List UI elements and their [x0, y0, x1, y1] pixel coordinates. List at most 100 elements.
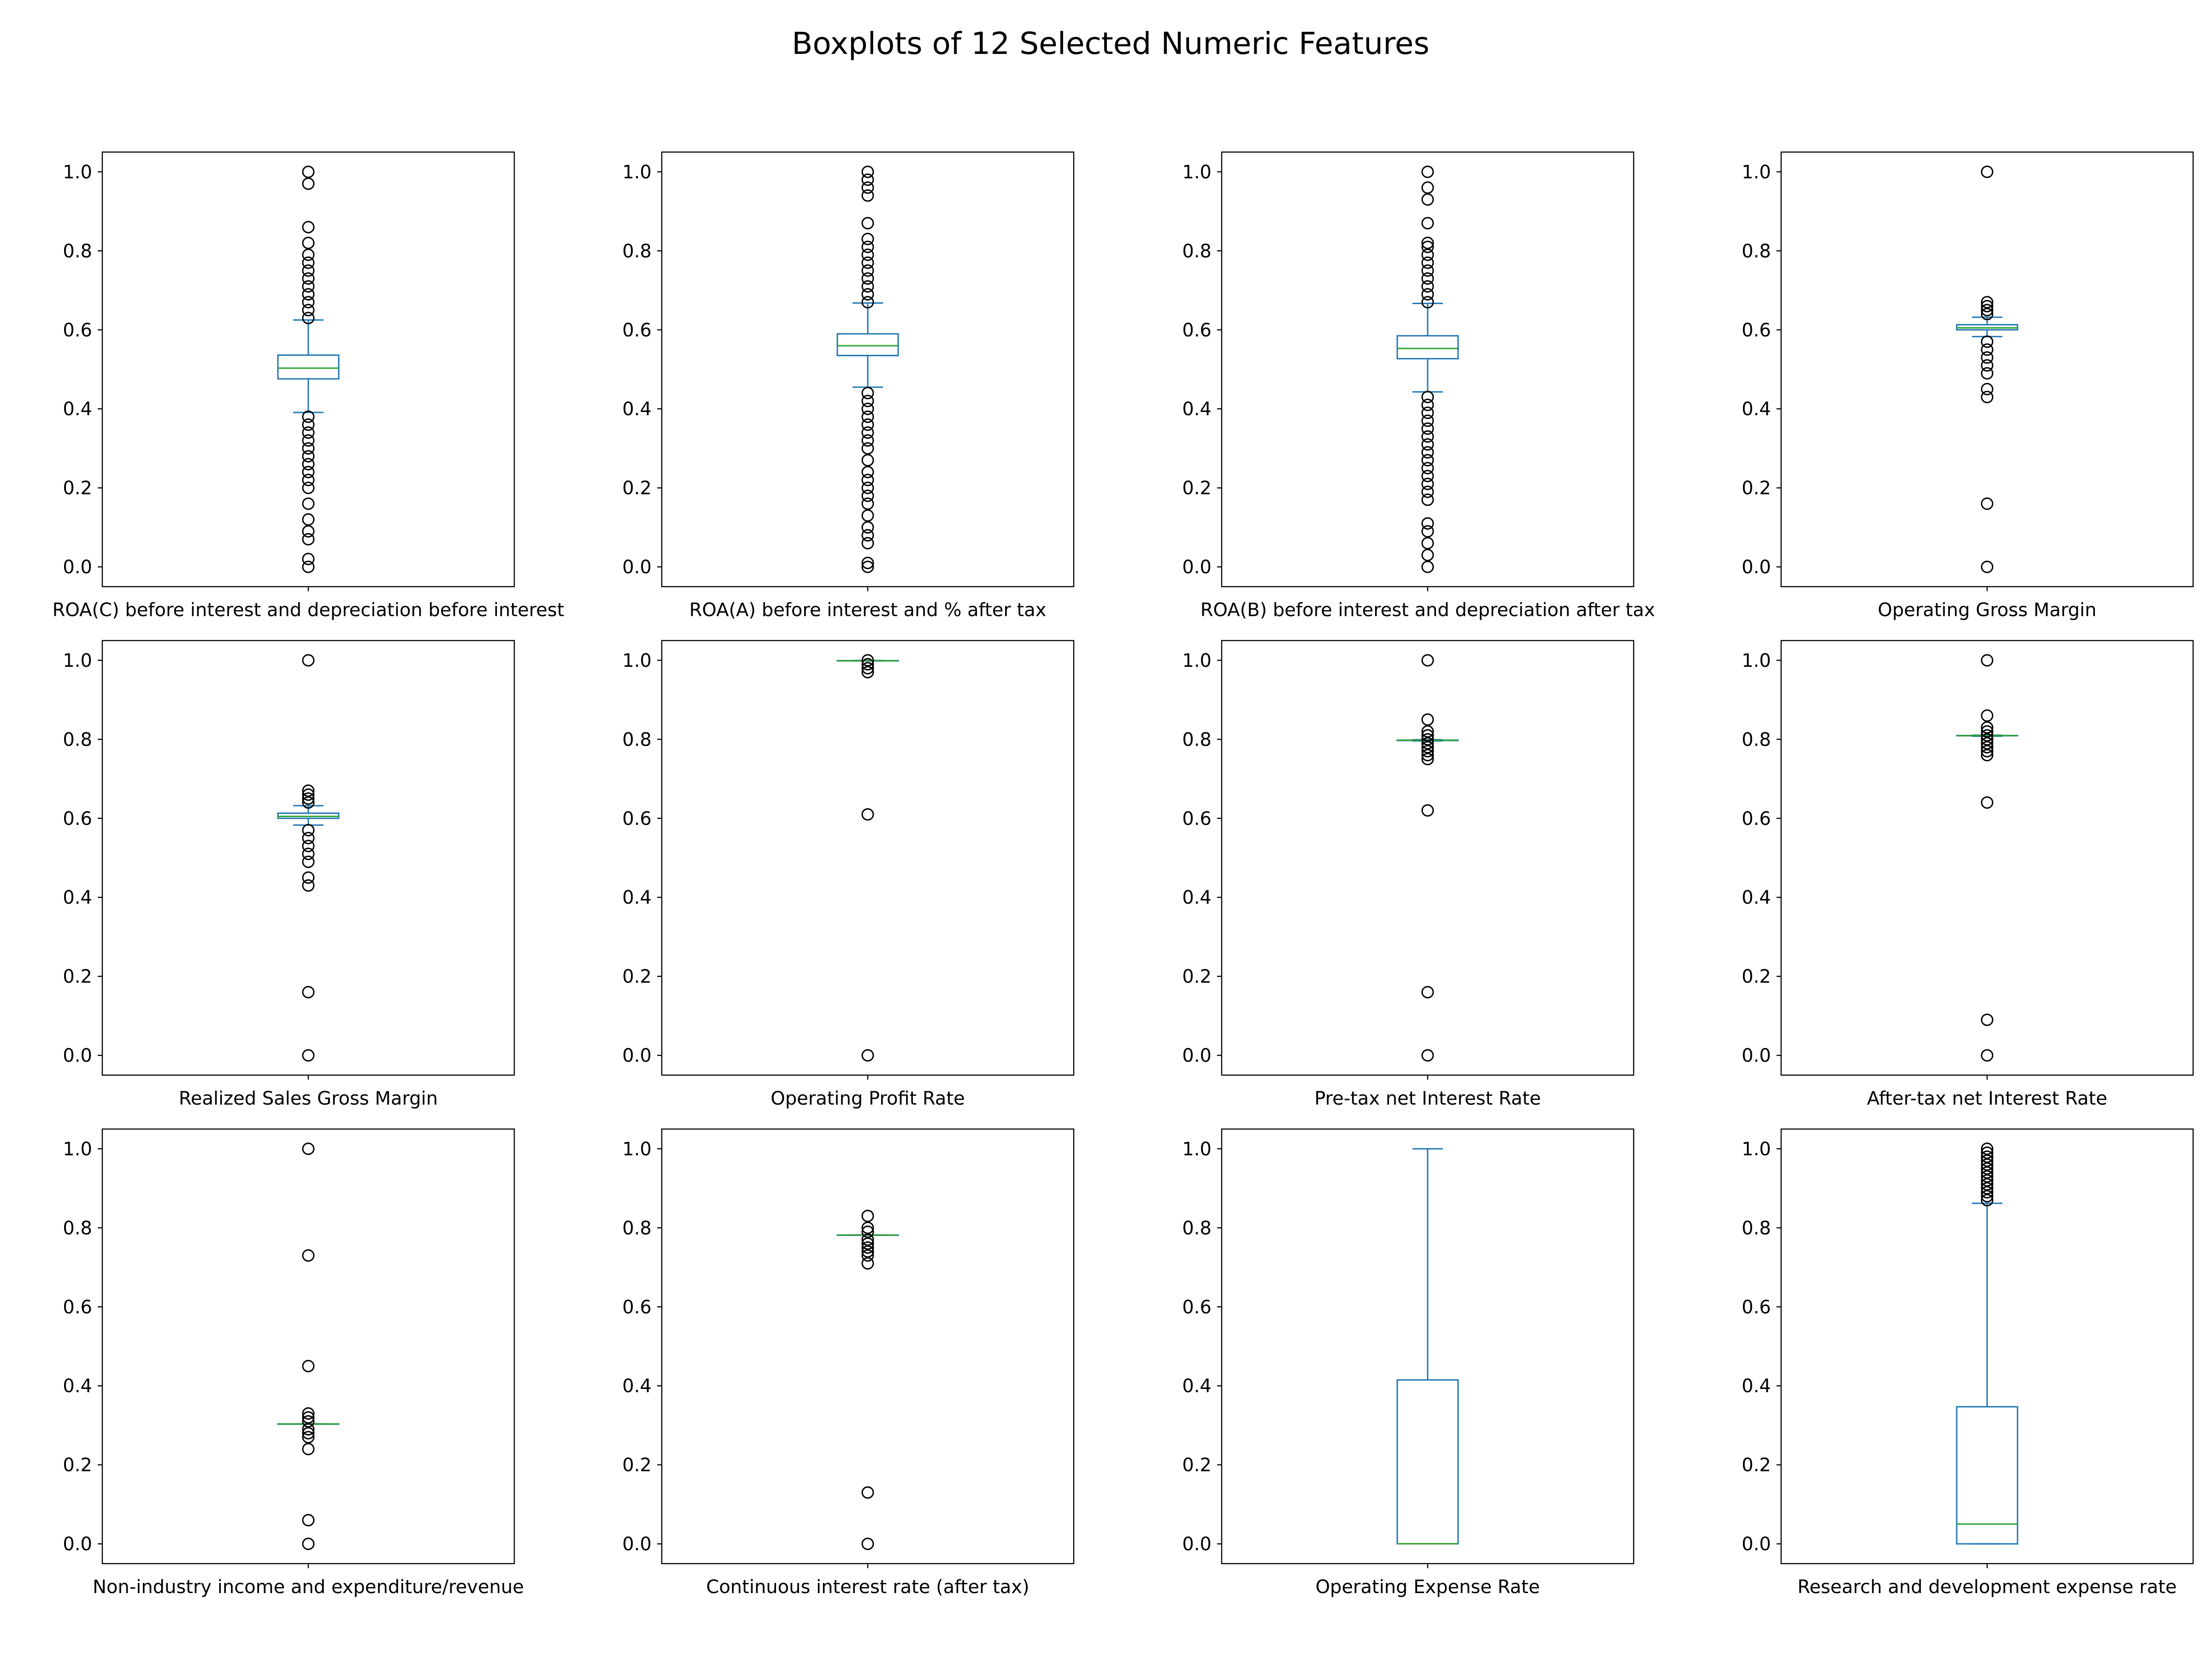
outlier-point [1421, 548, 1434, 561]
outlier-point [302, 434, 315, 447]
outlier-point [1421, 537, 1434, 550]
y-tick-label: 0.4 [622, 399, 652, 420]
outlier-point [1981, 1150, 1994, 1163]
y-tick-label: 0.6 [1182, 1297, 1212, 1318]
y-tick-label: 0.6 [63, 1297, 92, 1318]
outlier-point [302, 458, 315, 471]
outlier-point [302, 1049, 315, 1062]
outlier-point [1421, 749, 1434, 762]
outlier-point [861, 402, 874, 415]
outlier-point [302, 465, 315, 478]
outlier-point [1981, 382, 1994, 395]
outlier-point [861, 497, 874, 510]
y-tick-label: 0.4 [1182, 887, 1212, 908]
outlier-point [1421, 264, 1434, 277]
outlier-point [302, 824, 315, 836]
outlier-point [1421, 422, 1434, 435]
y-tick-label: 1.0 [622, 1139, 652, 1160]
outlier-point [1421, 414, 1434, 427]
outlier-point [302, 442, 315, 455]
outlier-point [1421, 438, 1434, 451]
x-axis-label: Non-industry income and expenditure/reve… [93, 1577, 524, 1598]
outlier-point [302, 1423, 315, 1436]
y-tick-label: 0.4 [63, 399, 92, 420]
outlier-point [1981, 725, 1994, 738]
outlier-point [302, 1407, 315, 1420]
x-axis-label: ROA(C) before interest and depreciation … [53, 600, 565, 621]
x-axis-label: Continuous interest rate (after tax) [706, 1577, 1029, 1598]
outlier-point [861, 442, 874, 455]
outlier-point [1421, 1049, 1434, 1062]
x-axis-label: Pre-tax net Interest Rate [1314, 1088, 1541, 1109]
outlier-point [302, 986, 315, 999]
outlier-point [1981, 165, 1994, 178]
outlier-point [1981, 307, 1994, 320]
outlier-point [861, 454, 874, 467]
outlier-point [1981, 1162, 1994, 1175]
outlier-point [302, 450, 315, 463]
outlier-point [1421, 725, 1434, 738]
outlier-point [302, 410, 315, 423]
outlier-point [861, 165, 874, 178]
outlier-point [302, 553, 315, 565]
outlier-point [302, 272, 315, 285]
outlier-point [302, 847, 315, 860]
y-tick-label: 0.0 [63, 557, 92, 578]
outlier-point [861, 509, 874, 522]
outlier-point [302, 1142, 315, 1155]
outlier-point [302, 788, 315, 801]
y-tick-label: 0.6 [1182, 808, 1212, 830]
y-tick-label: 1.0 [63, 650, 92, 671]
outlier-point [861, 1225, 874, 1238]
y-tick-label: 0.2 [1741, 478, 1771, 499]
outlier-point [1421, 470, 1434, 482]
outlier-point [302, 879, 315, 892]
outlier-point [1981, 343, 1994, 356]
y-tick-label: 0.8 [1182, 729, 1212, 750]
y-tick-label: 0.0 [1182, 1045, 1212, 1066]
outlier-point [1421, 181, 1434, 194]
outlier-point [1981, 796, 1994, 809]
outlier-point [1421, 654, 1434, 667]
y-tick-label: 1.0 [622, 162, 652, 183]
y-tick-label: 0.2 [1182, 478, 1212, 499]
outlier-point [1981, 304, 1994, 317]
outlier-point [861, 529, 874, 542]
outlier-point [861, 1537, 874, 1550]
outlier-point [1981, 351, 1994, 364]
outlier-point [302, 1415, 315, 1428]
y-tick-label: 0.8 [1182, 1218, 1212, 1239]
outlier-point [861, 662, 874, 675]
outlier-point [1981, 391, 1994, 404]
outlier-point [1421, 525, 1434, 538]
outlier-point [302, 1359, 315, 1372]
outlier-point [1421, 256, 1434, 269]
y-tick-label: 0.6 [622, 808, 652, 830]
y-tick-label: 0.2 [1741, 966, 1771, 988]
outlier-point [861, 474, 874, 487]
outlier-point [861, 1249, 874, 1262]
iqr-box [836, 333, 899, 356]
subplot-panel: 0.0 0.2 0.4 0.6 0.8 1.0 ROA(B) before interest… [1182, 151, 1655, 621]
outlier-point [1981, 560, 1994, 573]
outlier-point [1421, 391, 1434, 404]
outlier-point [861, 560, 874, 573]
outlier-point [302, 1411, 315, 1424]
outlier-point [1981, 1166, 1994, 1179]
outlier-point [861, 489, 874, 502]
outlier-point [1981, 300, 1994, 312]
outlier-point [1981, 733, 1994, 746]
outlier-point [302, 304, 315, 317]
outlier-point [1421, 217, 1434, 229]
x-axis-label: ROA(A) before interest and % after tax [689, 600, 1047, 621]
y-tick-label: 1.0 [1741, 1139, 1771, 1160]
subplot-panel: 0.0 0.2 0.4 0.6 0.8 1.0 Continuous interest ra… [622, 1128, 1075, 1598]
outlier-point [1981, 741, 1994, 753]
y-tick-label: 1.0 [1182, 1139, 1212, 1160]
outlier-point [1981, 1013, 1994, 1026]
outlier-point [861, 465, 874, 478]
y-tick-label: 0.2 [63, 966, 92, 988]
outlier-point [302, 840, 315, 853]
outlier-point [1421, 753, 1434, 765]
y-tick-label: 0.4 [1182, 1376, 1212, 1397]
